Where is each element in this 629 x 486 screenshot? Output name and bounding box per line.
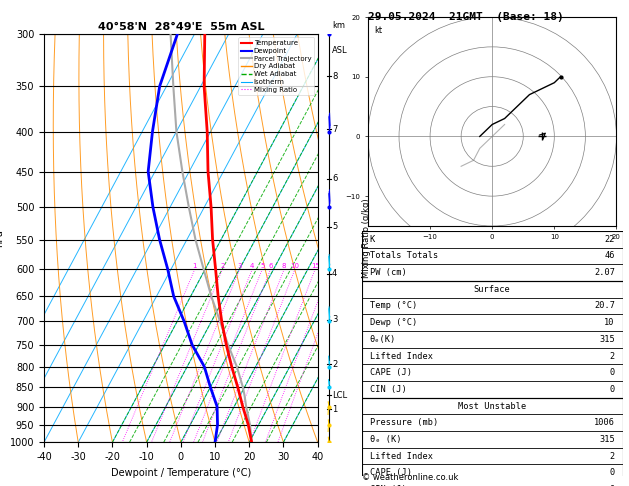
- Text: 1: 1: [332, 405, 337, 414]
- Text: 4: 4: [250, 263, 255, 269]
- Text: CIN (J): CIN (J): [369, 485, 406, 486]
- Text: ASL: ASL: [332, 46, 348, 55]
- Text: Lifted Index: Lifted Index: [369, 351, 433, 361]
- Text: 4: 4: [332, 269, 337, 278]
- Text: 8: 8: [332, 72, 337, 81]
- Text: 10: 10: [291, 263, 299, 269]
- Text: km: km: [332, 21, 345, 30]
- Text: Most Unstable: Most Unstable: [458, 401, 526, 411]
- Text: θₑ(K): θₑ(K): [369, 335, 396, 344]
- Text: 7: 7: [332, 124, 337, 134]
- Text: 315: 315: [599, 335, 615, 344]
- Text: 2: 2: [610, 451, 615, 461]
- Text: Dewp (°C): Dewp (°C): [369, 318, 417, 327]
- Text: 0: 0: [610, 385, 615, 394]
- Text: θₑ (K): θₑ (K): [369, 435, 401, 444]
- Text: Mixing Ratio (g/kg): Mixing Ratio (g/kg): [362, 198, 371, 278]
- Text: © weatheronline.co.uk: © weatheronline.co.uk: [362, 473, 458, 482]
- Text: Totals Totals: Totals Totals: [369, 251, 438, 260]
- Text: K: K: [369, 235, 375, 243]
- Text: 2: 2: [220, 263, 225, 269]
- Text: 5: 5: [332, 223, 337, 231]
- Text: Pressure (mb): Pressure (mb): [369, 418, 438, 427]
- Text: 8: 8: [282, 263, 286, 269]
- Text: 1: 1: [192, 263, 197, 269]
- Title: 40°58'N  28°49'E  55m ASL: 40°58'N 28°49'E 55m ASL: [97, 22, 264, 32]
- Text: CAPE (J): CAPE (J): [369, 469, 411, 477]
- Text: 22: 22: [604, 235, 615, 243]
- Text: Surface: Surface: [474, 285, 511, 294]
- Text: CAPE (J): CAPE (J): [369, 368, 411, 377]
- Text: 10: 10: [604, 318, 615, 327]
- Text: 0: 0: [610, 485, 615, 486]
- Text: 15: 15: [311, 263, 320, 269]
- Text: Temp (°C): Temp (°C): [369, 301, 417, 311]
- Y-axis label: hPa: hPa: [0, 229, 4, 247]
- Text: 2: 2: [610, 351, 615, 361]
- Text: 1006: 1006: [594, 418, 615, 427]
- Text: CIN (J): CIN (J): [369, 385, 406, 394]
- Text: 0: 0: [610, 469, 615, 477]
- Text: 0: 0: [610, 368, 615, 377]
- Text: 2: 2: [332, 360, 337, 369]
- Text: 3: 3: [332, 315, 337, 324]
- Text: 29.05.2024  21GMT  (Base: 18): 29.05.2024 21GMT (Base: 18): [368, 12, 564, 22]
- Text: 315: 315: [599, 435, 615, 444]
- Text: 3: 3: [237, 263, 242, 269]
- Text: 6: 6: [269, 263, 273, 269]
- Text: 20: 20: [326, 263, 335, 269]
- Text: 5: 5: [260, 263, 265, 269]
- Text: 2.07: 2.07: [594, 268, 615, 277]
- Text: LCL: LCL: [332, 391, 347, 399]
- Text: 46: 46: [604, 251, 615, 260]
- X-axis label: Dewpoint / Temperature (°C): Dewpoint / Temperature (°C): [111, 468, 251, 478]
- Text: 6: 6: [332, 174, 337, 183]
- Text: kt: kt: [374, 26, 382, 35]
- Legend: Temperature, Dewpoint, Parcel Trajectory, Dry Adiabat, Wet Adiabat, Isotherm, Mi: Temperature, Dewpoint, Parcel Trajectory…: [238, 37, 314, 95]
- Text: 20.7: 20.7: [594, 301, 615, 311]
- Text: PW (cm): PW (cm): [369, 268, 406, 277]
- Text: Lifted Index: Lifted Index: [369, 451, 433, 461]
